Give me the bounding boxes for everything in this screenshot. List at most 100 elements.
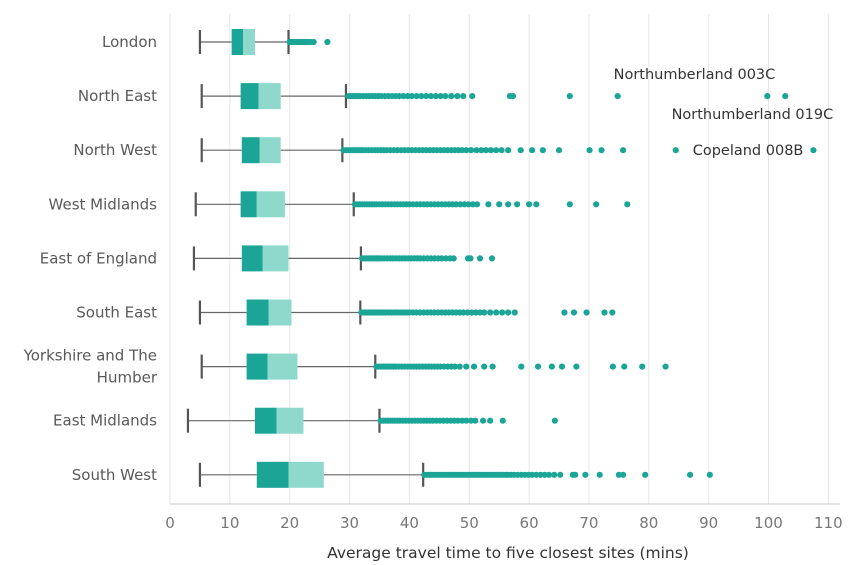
x-tick-label: 0 (165, 514, 175, 532)
box-upper-half (258, 83, 281, 110)
outlier-point (534, 363, 542, 370)
outlier-point (672, 147, 679, 154)
outlier-point (478, 147, 485, 154)
box-upper-half (259, 137, 281, 164)
outlier-point (561, 309, 568, 316)
x-tick-label: 10 (220, 514, 239, 532)
box-lower-half (241, 137, 260, 164)
box-upper-half (267, 353, 298, 380)
outlier-point (463, 363, 470, 370)
x-tick-label: 110 (814, 514, 843, 532)
outlier-point (432, 93, 439, 100)
outlier-point (456, 363, 463, 370)
box-lower-half (240, 83, 259, 110)
outlier-point (499, 417, 506, 424)
box-upper-half (268, 299, 292, 326)
outlier-point (583, 309, 590, 316)
outlier-point (451, 363, 458, 370)
box-group (198, 29, 331, 55)
x-tick-label: 90 (699, 514, 718, 532)
outlier-point (408, 93, 415, 100)
annotations: Northumberland 003C Northumberland 019C Co… (614, 67, 834, 159)
outlier-point (573, 363, 580, 370)
outlier-point (624, 201, 631, 208)
x-tick-label: 40 (400, 514, 419, 532)
category-label: South East (76, 304, 157, 322)
x-tick-label: 30 (340, 514, 359, 532)
outlier-point (487, 147, 494, 154)
outlier-point (479, 417, 487, 424)
box-group (198, 461, 713, 488)
box-lower-half (254, 407, 277, 434)
outlier-point (596, 471, 603, 478)
outlier-point (582, 471, 589, 478)
outlier-point (662, 363, 669, 370)
category-label: Humber (97, 369, 158, 387)
outlier-point (442, 93, 449, 100)
outlier-point (324, 38, 331, 46)
outlier-point (619, 147, 627, 154)
box-lower-half (256, 461, 289, 488)
outlier-point (551, 417, 558, 424)
outlier-point (514, 201, 521, 208)
outlier-point (619, 471, 627, 478)
outlier-point (487, 309, 494, 316)
outlier-point (609, 309, 616, 316)
box-upper-half (256, 191, 285, 218)
outlier-point (609, 363, 616, 370)
x-tick-label: 50 (460, 514, 479, 532)
outlier-point (566, 93, 573, 100)
box-lower-half (240, 191, 257, 218)
box-plots (186, 29, 817, 488)
outlier-point (558, 363, 566, 370)
outlier-point (470, 363, 478, 370)
outlier-point (472, 417, 479, 424)
outlier-point (418, 93, 425, 100)
box-group (194, 191, 631, 218)
outlier-point (517, 147, 524, 154)
outlier-point (454, 93, 461, 100)
outlier-point (481, 309, 488, 316)
outlier-point (489, 363, 496, 370)
outlier-point (505, 309, 512, 316)
outlier-point (469, 93, 476, 100)
x-tick-label: 80 (639, 514, 658, 532)
category-label: North East (78, 87, 157, 105)
category-label: East of England (40, 249, 157, 267)
outlier-point (413, 93, 420, 100)
outlier-point (467, 147, 475, 154)
outlier-annotation: Copeland 008B (693, 143, 804, 159)
category-label: Yorkshire and The (23, 347, 157, 365)
outlier-point (493, 309, 500, 316)
outlier-point (528, 147, 536, 154)
box-group (200, 137, 817, 164)
outlier-point (423, 93, 430, 100)
outlier-point (498, 147, 505, 154)
box-lower-half (246, 299, 269, 326)
outlier-point (545, 471, 552, 478)
outlier-point (614, 93, 621, 100)
outlier-point (467, 255, 474, 262)
box-lower-half (246, 353, 268, 380)
outlier-point (427, 93, 435, 100)
outlier-point (463, 417, 470, 424)
outlier-point (509, 93, 517, 100)
box-group (186, 407, 558, 434)
outlier-point (526, 201, 533, 208)
box-group (198, 299, 616, 326)
outlier-annotation: Northumberland 003C (614, 67, 776, 83)
outlier-point (310, 38, 317, 46)
outlier-point (555, 147, 563, 154)
outlier-point (706, 471, 713, 478)
outlier-point (496, 201, 503, 208)
outlier-point (621, 363, 628, 370)
outlier-point (511, 309, 518, 316)
x-axis-ticks: 0 10 20 30 40 50 60 70 80 90 100 110 (165, 503, 843, 532)
outlier-point (601, 309, 608, 316)
outlier-point (448, 93, 455, 100)
category-labels: London North East North West West Midlands E… (23, 33, 158, 484)
x-tick-label: 60 (520, 514, 539, 532)
outlier-point (539, 147, 546, 154)
outlier-point (533, 201, 540, 208)
